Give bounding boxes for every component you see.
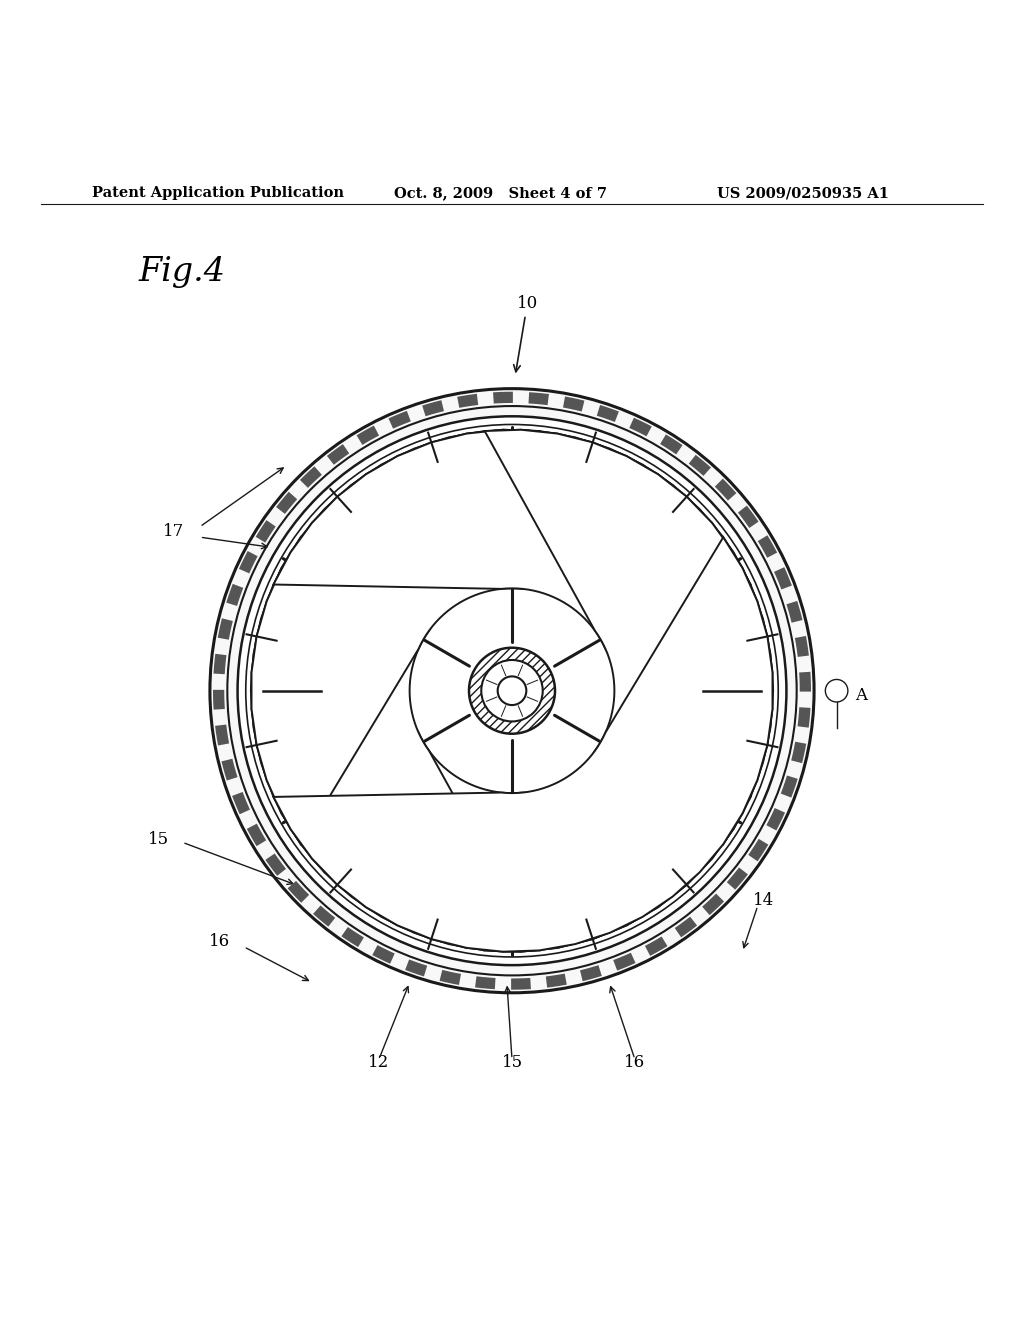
Polygon shape <box>689 455 711 477</box>
Polygon shape <box>341 927 364 946</box>
Polygon shape <box>580 965 602 981</box>
Text: 10: 10 <box>514 294 538 372</box>
Polygon shape <box>327 444 349 465</box>
Text: Oct. 8, 2009   Sheet 4 of 7: Oct. 8, 2009 Sheet 4 of 7 <box>394 186 607 201</box>
Polygon shape <box>484 430 773 952</box>
Polygon shape <box>439 970 461 985</box>
Polygon shape <box>252 537 751 952</box>
Polygon shape <box>239 550 258 573</box>
Polygon shape <box>645 936 668 956</box>
Polygon shape <box>546 974 567 987</box>
Polygon shape <box>630 417 651 437</box>
Polygon shape <box>766 808 785 830</box>
Circle shape <box>498 676 526 705</box>
Polygon shape <box>218 618 232 640</box>
Polygon shape <box>798 708 811 727</box>
Polygon shape <box>247 824 266 846</box>
Polygon shape <box>660 434 683 454</box>
Text: 16: 16 <box>209 933 230 950</box>
Polygon shape <box>702 894 724 915</box>
Polygon shape <box>795 636 809 657</box>
Text: Fig.4: Fig.4 <box>138 256 225 288</box>
Polygon shape <box>388 411 411 429</box>
Polygon shape <box>276 492 297 513</box>
Polygon shape <box>738 506 759 528</box>
Circle shape <box>469 648 555 734</box>
Polygon shape <box>774 568 792 590</box>
Text: 16: 16 <box>625 1055 645 1072</box>
Polygon shape <box>213 653 226 675</box>
Polygon shape <box>675 916 697 937</box>
Circle shape <box>481 660 543 722</box>
Polygon shape <box>749 838 768 862</box>
Text: US 2009/0250935 A1: US 2009/0250935 A1 <box>717 186 889 201</box>
Circle shape <box>210 388 814 993</box>
Polygon shape <box>226 583 244 606</box>
Text: 17: 17 <box>163 524 184 540</box>
Text: A: A <box>855 688 867 705</box>
Circle shape <box>238 416 786 965</box>
Polygon shape <box>273 430 772 845</box>
Polygon shape <box>215 725 229 746</box>
Polygon shape <box>288 880 309 903</box>
Text: 15: 15 <box>502 1055 522 1072</box>
Polygon shape <box>457 393 478 408</box>
Polygon shape <box>251 430 540 952</box>
Polygon shape <box>799 672 811 692</box>
Polygon shape <box>300 466 322 488</box>
Polygon shape <box>475 977 496 989</box>
Polygon shape <box>256 520 275 543</box>
Polygon shape <box>213 690 225 710</box>
Polygon shape <box>758 535 777 558</box>
Polygon shape <box>273 537 772 952</box>
Polygon shape <box>313 906 335 927</box>
Polygon shape <box>715 479 736 500</box>
Polygon shape <box>493 392 513 404</box>
Polygon shape <box>613 953 636 970</box>
Text: Patent Application Publication: Patent Application Publication <box>92 186 344 201</box>
Polygon shape <box>232 792 250 814</box>
Polygon shape <box>727 867 748 890</box>
Polygon shape <box>563 396 585 412</box>
Polygon shape <box>422 400 444 416</box>
Polygon shape <box>780 775 798 797</box>
Text: 15: 15 <box>147 830 169 847</box>
Polygon shape <box>511 978 531 990</box>
Polygon shape <box>792 742 806 763</box>
Polygon shape <box>373 945 394 964</box>
Text: 12: 12 <box>369 1055 389 1072</box>
Polygon shape <box>597 405 618 422</box>
Polygon shape <box>406 960 427 977</box>
Polygon shape <box>356 425 379 445</box>
Text: 14: 14 <box>753 892 774 909</box>
Polygon shape <box>252 430 751 845</box>
Polygon shape <box>528 392 549 405</box>
Polygon shape <box>221 759 238 780</box>
Polygon shape <box>265 854 286 876</box>
Polygon shape <box>786 601 803 623</box>
